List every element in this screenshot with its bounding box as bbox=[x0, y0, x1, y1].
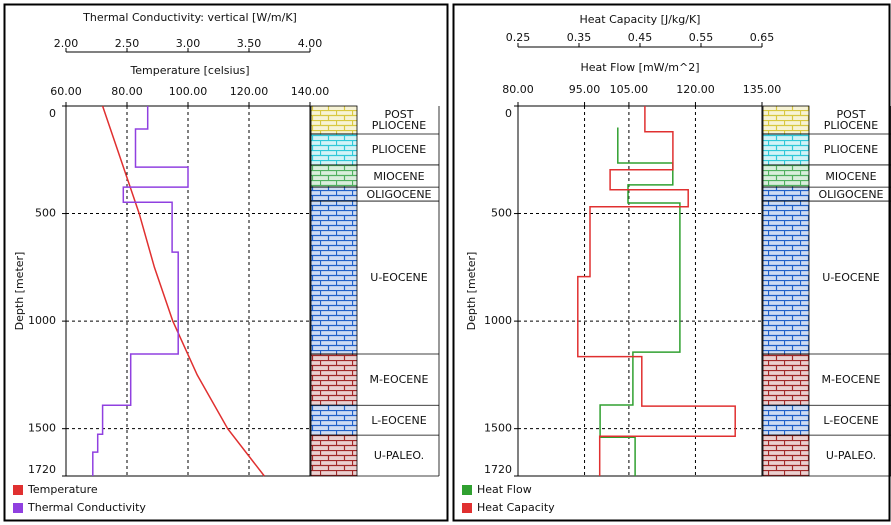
lithology-unit bbox=[311, 134, 357, 165]
lithology-unit bbox=[763, 187, 809, 201]
x2-axis-title: Thermal Conductivity: vertical [W/m/K] bbox=[82, 11, 297, 24]
lithology-unit bbox=[763, 405, 809, 435]
formation-label: PLIOCENE bbox=[811, 134, 891, 165]
formation-label: PLIOCENE bbox=[359, 134, 439, 165]
x-tick-label: 140.00 bbox=[291, 85, 330, 98]
y-tick-label: 1000 bbox=[484, 314, 512, 327]
x2-tick-label: 0.45 bbox=[628, 31, 653, 44]
lithology-unit bbox=[763, 134, 809, 165]
lithology-unit bbox=[763, 354, 809, 405]
y-tick-label: 1500 bbox=[28, 422, 56, 435]
x-tick-label: 80.00 bbox=[111, 85, 143, 98]
formation-label: M-EOCENE bbox=[811, 354, 891, 405]
legend-label: Heat Flow bbox=[477, 483, 532, 496]
x-tick-label: 80.00 bbox=[502, 83, 534, 96]
lithology-unit bbox=[763, 435, 809, 476]
formation-label: OLIGOCENE bbox=[359, 187, 439, 201]
x2-tick-label: 0.65 bbox=[750, 31, 775, 44]
legend-label: Heat Capacity bbox=[477, 501, 555, 514]
page: Thermal Conductivity: vertical [W/m/K] Te… bbox=[0, 0, 891, 525]
legend-label: Temperature bbox=[27, 483, 98, 496]
y-tick-label: 1720 bbox=[28, 463, 56, 476]
x-axis-title: Heat Flow [mW/m^2] bbox=[580, 61, 699, 74]
formation-label: U-EOCENE bbox=[811, 201, 891, 354]
formation-label: U-EOCENE bbox=[359, 201, 439, 354]
y-tick-label: 500 bbox=[35, 207, 56, 220]
legend-swatch bbox=[462, 503, 472, 513]
lithology-unit bbox=[763, 201, 809, 354]
lithology-unit bbox=[311, 405, 357, 435]
x2-tick-label: 0.55 bbox=[689, 31, 714, 44]
x-axis-title: Temperature [celsius] bbox=[129, 64, 249, 77]
x-tick-label: 95.00 bbox=[569, 83, 601, 96]
x-tick-label: 120.00 bbox=[676, 83, 715, 96]
formation-label: U-PALEO. bbox=[359, 435, 439, 476]
lithology-unit bbox=[763, 106, 809, 134]
formation-label: OLIGOCENE bbox=[811, 187, 891, 201]
lithology-unit bbox=[311, 201, 357, 354]
chart: Thermal Conductivity: vertical [W/m/K] Te… bbox=[0, 0, 891, 525]
legend-label: Thermal Conductivity bbox=[27, 501, 146, 514]
formation-label: POST PLIOCENE bbox=[811, 106, 891, 134]
formation-label: L-EOCENE bbox=[811, 405, 891, 435]
formation-label: MIOCENE bbox=[359, 165, 439, 187]
y-axis-title: Depth [meter] bbox=[465, 252, 478, 331]
legend-swatch bbox=[13, 485, 23, 495]
y-tick-label: 0 bbox=[49, 107, 56, 120]
y-axis-title: Depth [meter] bbox=[13, 252, 26, 331]
lithology-unit bbox=[311, 354, 357, 405]
lithology-unit bbox=[311, 165, 357, 187]
x-tick-label: 135.00 bbox=[743, 83, 782, 96]
lithology-unit bbox=[311, 187, 357, 201]
lithology-unit bbox=[311, 106, 357, 134]
lithology-unit bbox=[311, 435, 357, 476]
y-tick-label: 1000 bbox=[28, 314, 56, 327]
formation-label: M-EOCENE bbox=[359, 354, 439, 405]
y-tick-label: 1500 bbox=[484, 422, 512, 435]
y-tick-label: 1720 bbox=[484, 463, 512, 476]
formation-label: POST PLIOCENE bbox=[359, 106, 439, 134]
x2-tick-label: 0.25 bbox=[506, 31, 531, 44]
legend-swatch bbox=[462, 485, 472, 495]
y-tick-label: 0 bbox=[505, 107, 512, 120]
formation-label: MIOCENE bbox=[811, 165, 891, 187]
y-tick-label: 500 bbox=[491, 207, 512, 220]
x-tick-label: 60.00 bbox=[50, 85, 82, 98]
x2-tick-label: 0.35 bbox=[567, 31, 592, 44]
lithology-unit bbox=[763, 165, 809, 187]
x-tick-label: 120.00 bbox=[230, 85, 269, 98]
formation-label: U-PALEO. bbox=[811, 435, 891, 476]
x-tick-label: 100.00 bbox=[169, 85, 208, 98]
x-tick-label: 105.00 bbox=[610, 83, 649, 96]
legend-swatch bbox=[13, 503, 23, 513]
x2-axis-title: Heat Capacity [J/kg/K] bbox=[580, 13, 701, 26]
formation-label: L-EOCENE bbox=[359, 405, 439, 435]
